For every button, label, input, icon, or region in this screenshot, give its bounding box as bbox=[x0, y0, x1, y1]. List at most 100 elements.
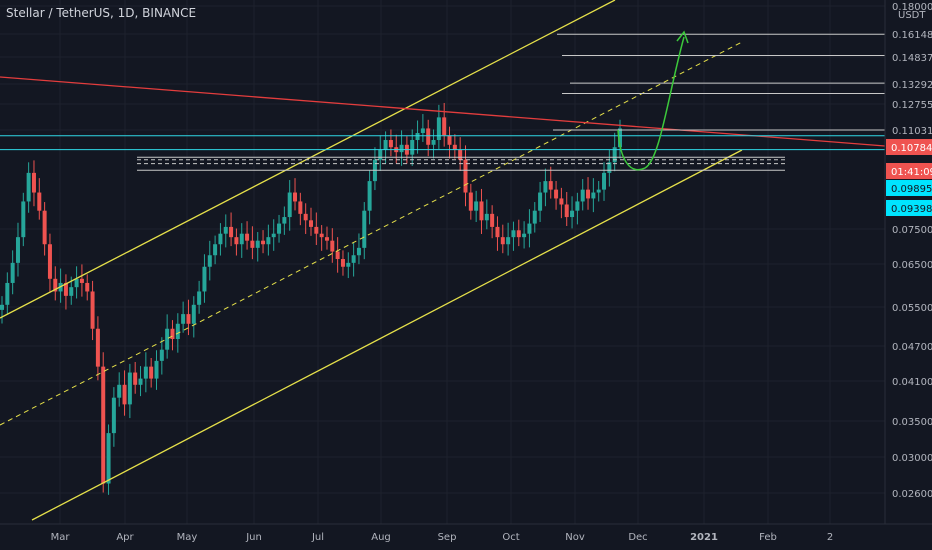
candle-body bbox=[511, 230, 516, 238]
price-badge-label: 0.09895 bbox=[891, 184, 932, 195]
candle-body bbox=[468, 192, 473, 211]
candle-body bbox=[303, 213, 308, 221]
candle-body bbox=[186, 314, 191, 324]
candle-body bbox=[223, 226, 228, 234]
candle-body bbox=[420, 128, 425, 134]
candle-body bbox=[612, 147, 617, 163]
candle-body bbox=[548, 181, 553, 190]
time-tick-label: Jul bbox=[311, 532, 324, 543]
candle-body bbox=[159, 349, 164, 361]
resistance-trendline bbox=[0, 76, 886, 147]
price-tick-label: 0.18000 bbox=[892, 2, 932, 13]
candle-body bbox=[26, 172, 31, 202]
channel-upper-line bbox=[0, 0, 616, 319]
candle-body bbox=[356, 247, 361, 256]
candle-body bbox=[319, 233, 324, 238]
candle-body bbox=[575, 201, 580, 211]
price-axis[interactable]: 0.18000 0.16148 0.14837 0.13292 0.12755 0.110… bbox=[892, 2, 932, 500]
candle-body bbox=[346, 262, 351, 267]
time-tick-label: 2 bbox=[827, 532, 833, 543]
candle-body bbox=[37, 192, 42, 211]
candle-body bbox=[261, 240, 266, 245]
candle-body bbox=[586, 189, 591, 199]
candle-body bbox=[122, 384, 127, 405]
time-tick-label: 2021 bbox=[690, 532, 718, 543]
price-tick-label: 0.13292 bbox=[892, 80, 932, 91]
candle-body bbox=[522, 233, 527, 238]
candle-body bbox=[298, 201, 303, 214]
candle-body bbox=[234, 237, 239, 245]
candle-body bbox=[250, 240, 255, 248]
time-tick-label: Aug bbox=[371, 532, 391, 543]
candle-body bbox=[202, 266, 207, 292]
symbol-title: Stellar / TetherUS, 1D, BINANCE bbox=[6, 6, 197, 20]
candle-body bbox=[607, 162, 612, 173]
candle-body bbox=[452, 144, 457, 150]
candle-body bbox=[580, 189, 585, 202]
candle-body bbox=[42, 210, 47, 245]
price-badge-label: 0.09398 bbox=[891, 204, 932, 215]
price-badge bbox=[886, 180, 932, 196]
candle-body bbox=[618, 128, 622, 148]
candle-body bbox=[239, 233, 244, 245]
candle-body bbox=[207, 255, 212, 267]
candle-body bbox=[165, 328, 170, 350]
candle-body bbox=[383, 140, 388, 150]
price-tick-label: 0.03500 bbox=[892, 417, 932, 428]
candle-body bbox=[410, 140, 415, 155]
candle-body bbox=[324, 237, 329, 241]
price-tick-label: 0.11031 bbox=[892, 126, 932, 137]
candle-body bbox=[442, 117, 447, 136]
candles bbox=[0, 102, 622, 495]
price-tick-label: 0.03000 bbox=[892, 453, 932, 464]
candle-body bbox=[111, 397, 116, 434]
candle-body bbox=[367, 181, 372, 211]
candle-body bbox=[47, 244, 52, 279]
candle-body bbox=[106, 433, 111, 484]
candle-body bbox=[79, 278, 84, 283]
candle-body bbox=[388, 140, 393, 148]
candle-body bbox=[154, 360, 159, 379]
candle-body bbox=[591, 192, 596, 199]
candle-body bbox=[351, 255, 356, 263]
price-badge bbox=[886, 139, 932, 155]
time-axis[interactable]: Mar Apr May Jun Jul Aug Sep Oct Nov Dec 2021 Feb 2 bbox=[51, 532, 834, 543]
candle-body bbox=[95, 328, 100, 367]
grid bbox=[0, 0, 885, 524]
candle-body bbox=[532, 210, 537, 224]
channel-mid-dashed-line bbox=[0, 41, 743, 426]
candle-body bbox=[5, 282, 10, 305]
time-tick-label: May bbox=[177, 532, 198, 543]
price-tick-label: 0.06500 bbox=[892, 260, 932, 271]
channel-lower-line bbox=[31, 149, 743, 521]
candle-body bbox=[490, 213, 495, 227]
candle-body bbox=[309, 220, 313, 227]
time-tick-label: Dec bbox=[628, 532, 647, 543]
price-tick-label: 0.12755 bbox=[892, 100, 932, 111]
candle-body bbox=[447, 135, 452, 145]
candle-body bbox=[506, 237, 511, 245]
projection-arrowhead bbox=[676, 30, 689, 44]
candle-body bbox=[218, 233, 223, 245]
candle-body bbox=[479, 201, 484, 221]
candle-body bbox=[340, 259, 345, 267]
candle-body bbox=[271, 233, 276, 238]
price-badges: 0.10784 01:41:09 0.09895 0.09398 bbox=[886, 139, 932, 216]
price-tick-label: 0.14837 bbox=[892, 53, 932, 64]
price-badge bbox=[886, 163, 932, 179]
candle-body bbox=[127, 372, 132, 405]
candle-body bbox=[415, 133, 420, 141]
time-tick-label: Apr bbox=[116, 532, 134, 543]
candle-body bbox=[175, 323, 180, 340]
candle-body bbox=[538, 192, 543, 211]
candle-body bbox=[133, 372, 138, 385]
candle-body bbox=[255, 240, 260, 248]
price-badge bbox=[886, 200, 932, 216]
candle-body bbox=[570, 210, 575, 218]
price-badge-label: 0.10784 bbox=[891, 143, 932, 154]
price-tick-label: 0.16148 bbox=[892, 30, 932, 41]
time-tick-label: Oct bbox=[502, 532, 519, 543]
candle-body bbox=[500, 237, 505, 245]
